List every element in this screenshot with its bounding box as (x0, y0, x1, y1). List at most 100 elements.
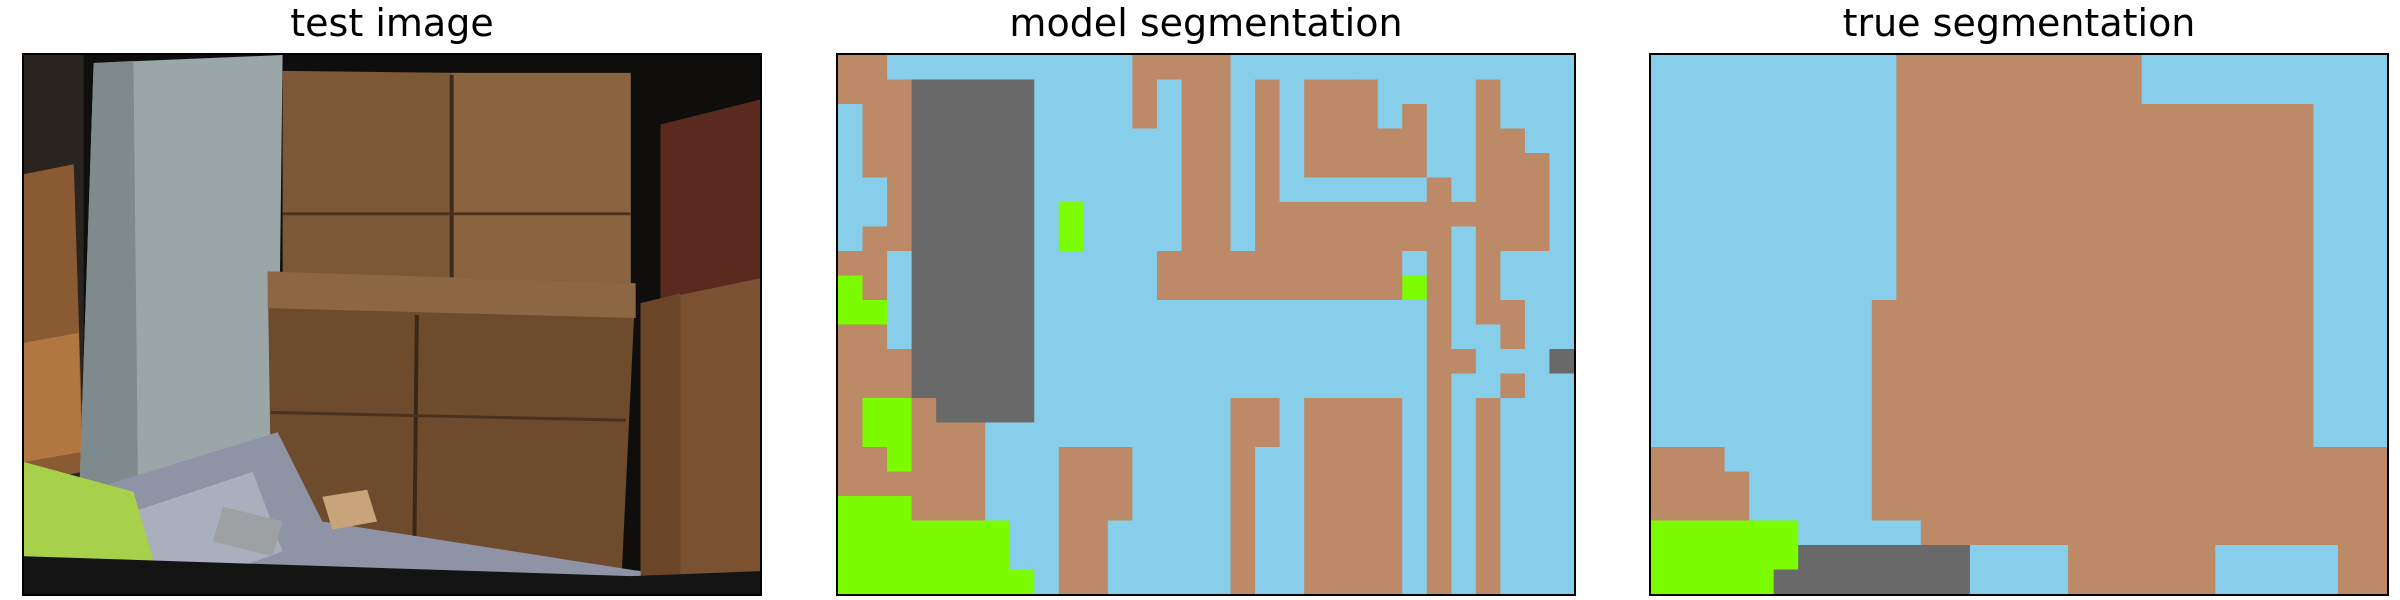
segmentation-cell (887, 545, 913, 571)
segmentation-cell (862, 422, 888, 448)
segmentation-cell (2092, 201, 2118, 228)
segmentation-cell (1945, 103, 1971, 130)
segmentation-cell (1475, 275, 1501, 301)
segmentation-cell (1083, 471, 1109, 497)
segmentation-cell (1034, 275, 1060, 301)
segmentation-cell (960, 177, 986, 203)
segmentation-cell (1651, 201, 1677, 228)
segmentation-cell (1083, 373, 1109, 399)
segmentation-cell (2141, 250, 2167, 277)
segmentation-cell (1651, 55, 1677, 81)
segmentation-cell (1896, 275, 1922, 301)
segmentation-cell (1945, 471, 1971, 497)
segmentation-cell (1724, 250, 1750, 277)
segmentation-cell (2264, 250, 2290, 277)
segmentation-cell (2239, 226, 2265, 252)
segmentation-cell (1847, 471, 1873, 497)
segmentation-cell (2117, 324, 2143, 350)
segmentation-cell (1700, 324, 1726, 350)
segmentation-cell (1132, 398, 1158, 424)
segmentation-cell (2264, 422, 2290, 448)
segmentation-cell (1822, 226, 1848, 252)
segmentation-cell (1230, 422, 1256, 448)
segmentation-cell (1798, 103, 1824, 130)
segmentation-cell (2190, 520, 2216, 546)
segmentation-cell (1724, 275, 1750, 301)
segmentation-cell (2337, 250, 2364, 277)
segmentation-cell (2141, 422, 2167, 448)
segmentation-cell (1304, 471, 1330, 497)
segmentation-cell (2019, 495, 2045, 522)
segmentation-cell (936, 250, 962, 277)
segmentation-cell (1132, 177, 1158, 203)
segmentation-cell (911, 495, 937, 522)
segmentation-cell (1377, 153, 1403, 179)
segmentation-cell (936, 545, 962, 571)
segmentation-cell (1549, 545, 1574, 571)
segmentation-cell (1700, 300, 1726, 326)
segmentation-cell (1451, 569, 1477, 594)
segmentation-cell (2239, 275, 2265, 301)
segmentation-cell (1353, 300, 1379, 326)
segmentation-cell (2092, 398, 2118, 424)
segmentation-cell (1451, 250, 1477, 277)
segmentation-cell (1524, 520, 1551, 546)
segmentation-cell (838, 275, 864, 301)
segmentation-cell (2239, 447, 2265, 473)
segmentation-cell (1773, 348, 1799, 375)
segmentation-cell (1500, 55, 1526, 81)
segmentation-cell (1083, 79, 1109, 105)
segmentation-cell (1724, 422, 1750, 448)
segmentation-cell (1377, 398, 1403, 424)
segmentation-cell (1255, 447, 1281, 473)
segmentation-cell (1107, 128, 1133, 154)
segmentation-cell (1206, 275, 1232, 301)
segmentation-cell (1034, 128, 1060, 154)
segmentation-cell (1230, 300, 1256, 326)
segmentation-cell (2362, 447, 2387, 473)
segmentation-cell (960, 545, 986, 571)
segmentation-cell (2141, 177, 2167, 203)
segmentation-cell (2190, 177, 2216, 203)
segmentation-cell (1034, 300, 1060, 326)
segmentation-cell (1353, 471, 1379, 497)
segmentation-cell (1920, 447, 1946, 473)
segmentation-cell (1083, 153, 1109, 179)
segmentation-cell (1524, 324, 1551, 350)
segmentation-cell (1847, 348, 1873, 375)
segmentation-cell (1034, 103, 1060, 130)
segmentation-cell (2239, 545, 2265, 571)
segmentation-cell (1524, 348, 1551, 375)
segmentation-cell (1475, 348, 1501, 375)
segmentation-cell (1451, 324, 1477, 350)
segmentation-cell (1798, 275, 1824, 301)
segmentation-cell (1009, 373, 1035, 399)
segmentation-cell (1475, 324, 1501, 350)
segmentation-cell (2239, 495, 2265, 522)
segmentation-cell (1230, 373, 1256, 399)
segmentation-cell (1773, 201, 1799, 228)
segmentation-cell (1156, 103, 1183, 130)
segmentation-cell (1700, 79, 1726, 105)
segmentation-cell (2239, 324, 2265, 350)
segmentation-cell (1651, 153, 1677, 179)
segmentation-cell (985, 250, 1011, 277)
segmentation-cell (1009, 447, 1035, 473)
segmentation-cell (1651, 128, 1677, 154)
segmentation-cell (1994, 177, 2020, 203)
segmentation-cell (1500, 422, 1526, 448)
segmentation-cell (2190, 422, 2216, 448)
segmentation-cell (2239, 398, 2265, 424)
segmentation-cell (1847, 128, 1873, 154)
segmentation-cell (1304, 55, 1330, 81)
segmentation-cell (1798, 545, 1824, 571)
segmentation-cell (2190, 153, 2216, 179)
segmentation-cell (1279, 545, 1305, 571)
segmentation-cell (1549, 348, 1574, 375)
segmentation-cell (2166, 201, 2192, 228)
segmentation-cell (1206, 373, 1232, 399)
segmentation-cell (1304, 422, 1330, 448)
segmentation-cell (1475, 55, 1501, 81)
segmentation-cell (1377, 348, 1403, 375)
segmentation-cell (1475, 79, 1501, 105)
